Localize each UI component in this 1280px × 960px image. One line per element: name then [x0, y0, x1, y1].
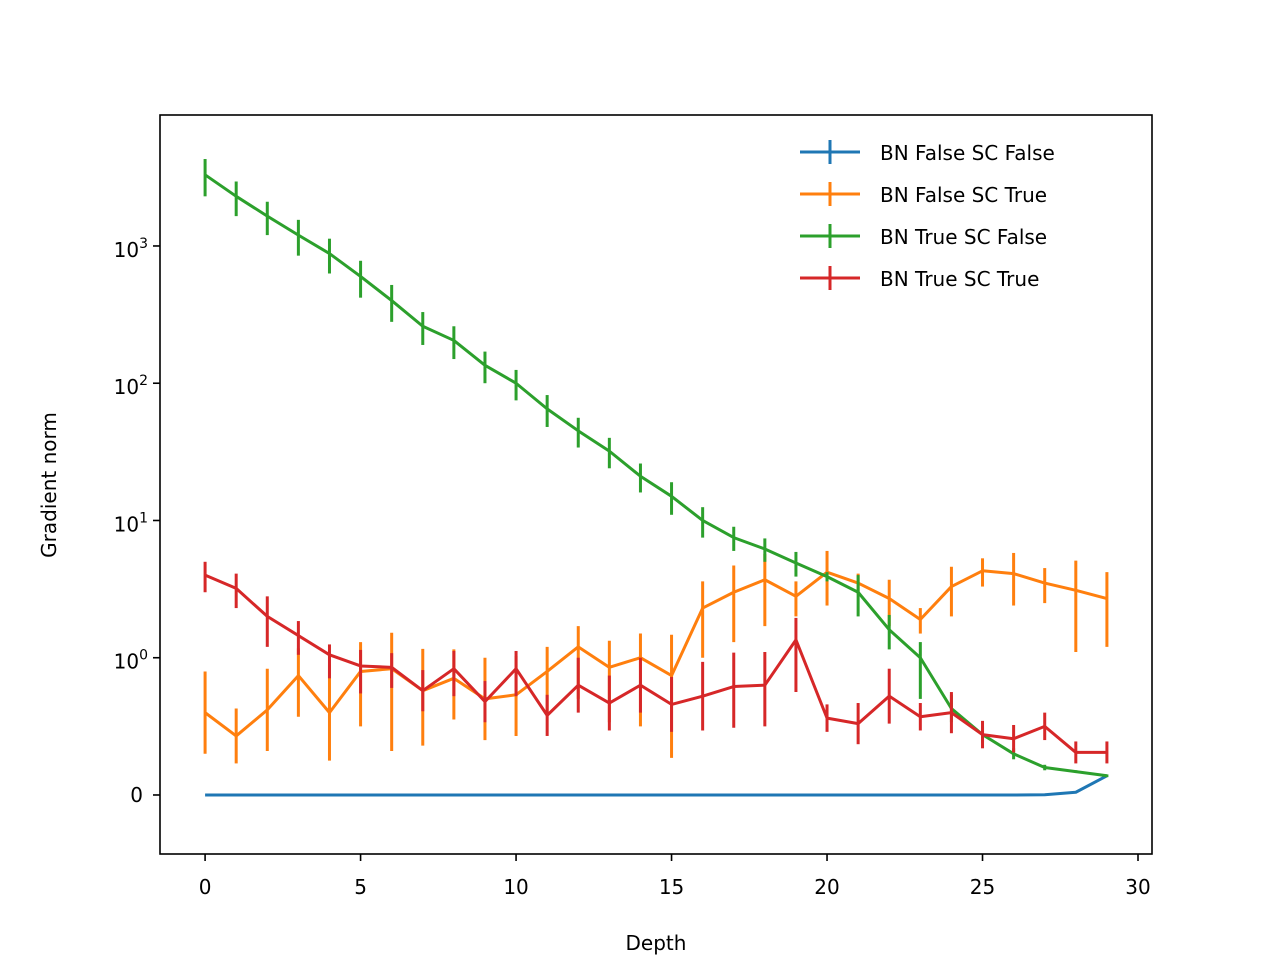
- x-tick-label: 0: [199, 875, 212, 899]
- y-tick-label: 100: [114, 648, 148, 674]
- series-line: [204, 573, 1107, 754]
- x-tick-label: 20: [814, 875, 839, 899]
- x-tick-label: 15: [659, 875, 684, 899]
- y-axis-label: Gradient norm: [37, 412, 61, 558]
- x-tick-label: 30: [1125, 875, 1150, 899]
- legend-label: BN False SC True: [880, 183, 1047, 207]
- series-4: [203, 561, 1109, 764]
- legend-item: BN True SC True: [800, 266, 1039, 291]
- series-layer: [203, 159, 1109, 797]
- x-axis: 0 5 10 15 20 25 30: [199, 854, 1151, 899]
- series-line: [205, 774, 1108, 797]
- y-tick-label: 101: [114, 510, 148, 536]
- legend: BN False SC False BN False SC True BN True…: [800, 140, 1055, 291]
- x-tick-label: 5: [354, 875, 367, 899]
- series-1: [205, 774, 1108, 797]
- x-axis-label: Depth: [626, 931, 687, 955]
- x-tick-label: 25: [970, 875, 995, 899]
- legend-item: BN False SC True: [800, 182, 1047, 207]
- y-tick-label: 102: [114, 373, 148, 399]
- series-line: [204, 173, 1108, 778]
- series-line: [204, 569, 1108, 738]
- plot-area-frame: [159, 114, 1153, 855]
- legend-label: BN True SC True: [880, 267, 1039, 291]
- legend-label: BN True SC False: [880, 225, 1047, 249]
- y-axis: 0 100 101 102 103: [114, 236, 160, 807]
- legend-item: BN True SC False: [800, 224, 1047, 249]
- legend-label: BN False SC False: [880, 141, 1055, 165]
- y-tick-label: 103: [114, 236, 148, 262]
- legend-item: BN False SC False: [800, 140, 1055, 165]
- x-tick-label: 10: [503, 875, 528, 899]
- y-tick-label: 0: [130, 783, 143, 807]
